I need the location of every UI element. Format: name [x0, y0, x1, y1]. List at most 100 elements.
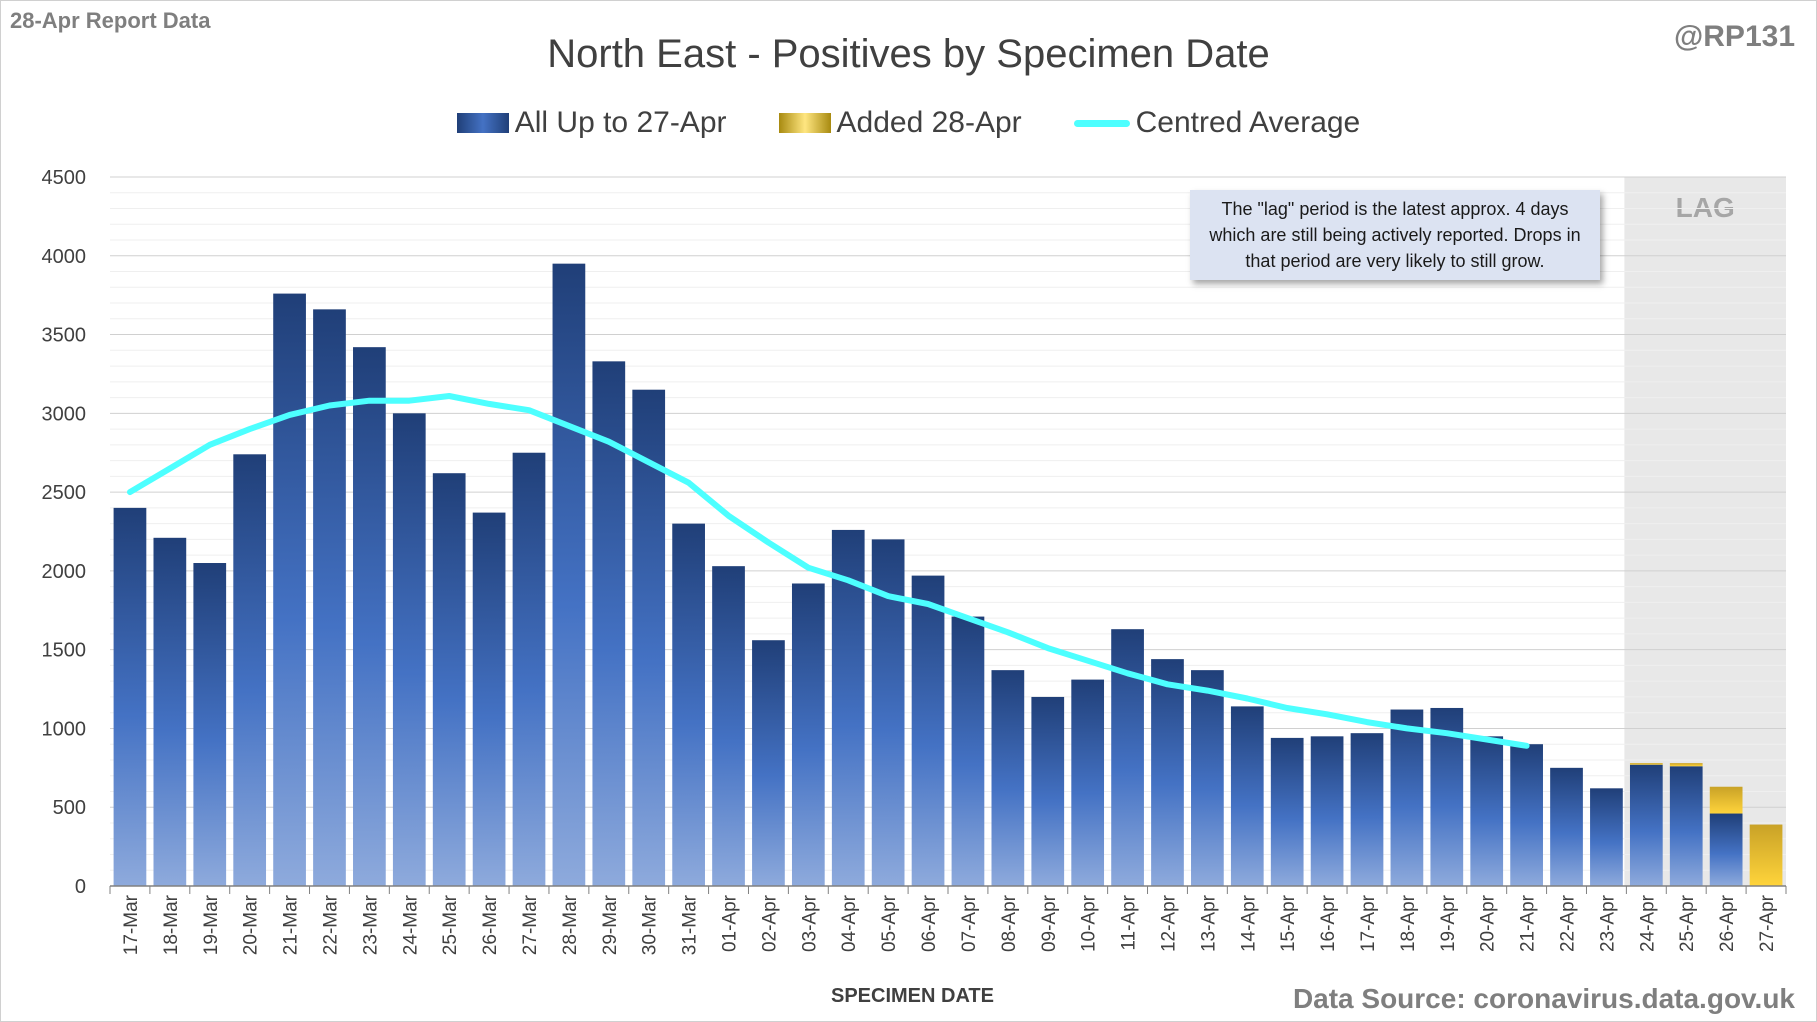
bar-all-up-to-27-apr	[791, 583, 825, 886]
x-tick-label: 20-Mar	[241, 894, 262, 955]
x-tick-label: 19-Apr	[1438, 894, 1459, 952]
x-tick-label: 25-Apr	[1677, 894, 1698, 952]
bar-all-up-to-27-apr	[831, 529, 865, 886]
bar-all-up-to-27-apr	[113, 507, 147, 886]
x-tick-label: 10-Apr	[1079, 894, 1100, 952]
bar-all-up-to-27-apr	[1590, 788, 1623, 886]
bar-all-up-to-27-apr	[1191, 670, 1224, 886]
x-tick-label: 16-Apr	[1318, 894, 1339, 952]
x-tick-label: 27-Mar	[520, 894, 541, 955]
x-tick-label: 24-Apr	[1637, 894, 1658, 952]
bar-all-up-to-27-apr	[752, 640, 785, 886]
bar-all-up-to-27-apr	[1709, 813, 1743, 886]
lag-label: LAG	[1676, 192, 1735, 223]
y-tick-label: 1000	[42, 718, 87, 740]
x-tick-label: 05-Apr	[879, 894, 900, 952]
x-tick-label: 29-Mar	[600, 894, 621, 955]
bar-all-up-to-27-apr	[1071, 679, 1105, 886]
x-tick-label: 26-Apr	[1717, 894, 1738, 952]
x-tick-label: 15-Apr	[1278, 894, 1299, 952]
bar-all-up-to-27-apr	[1151, 659, 1184, 886]
bar-all-up-to-27-apr	[512, 452, 546, 886]
bar-all-up-to-27-apr	[1230, 706, 1264, 886]
legend-swatch-average	[1073, 119, 1130, 127]
x-tick-label: 08-Apr	[999, 894, 1020, 952]
x-tick-label: 23-Mar	[360, 894, 381, 955]
bar-all-up-to-27-apr	[1031, 696, 1065, 886]
legend-item-base: All Up to 27-Apr	[456, 106, 727, 140]
x-tick-label: 26-Mar	[480, 894, 501, 955]
x-tick-label: 20-Apr	[1478, 894, 1499, 952]
x-tick-label: 11-Apr	[1119, 894, 1140, 950]
x-tick-label: 07-Apr	[959, 894, 980, 952]
x-tick-label: 22-Apr	[1558, 894, 1579, 952]
bar-all-up-to-27-apr	[1550, 767, 1583, 886]
x-tick-label: 21-Apr	[1518, 894, 1539, 952]
x-tick-label: 04-Apr	[839, 894, 860, 952]
x-tick-label: 28-Mar	[560, 894, 581, 955]
x-tick-label: 22-Mar	[320, 894, 341, 955]
legend-item-added: Added 28-Apr	[778, 106, 1022, 140]
x-tick-label: 09-Apr	[1039, 894, 1060, 952]
y-tick-label: 2000	[42, 561, 87, 583]
x-tick-label: 13-Apr	[1198, 894, 1219, 952]
x-tick-label: 21-Mar	[281, 894, 302, 955]
x-tick-label: 17-Apr	[1358, 894, 1379, 952]
bar-all-up-to-27-apr	[472, 512, 506, 886]
y-tick-label: 4500	[42, 167, 87, 189]
y-tick-label: 2500	[42, 482, 87, 504]
x-tick-label: 18-Apr	[1398, 894, 1419, 952]
x-tick-label: 06-Apr	[919, 894, 940, 952]
bar-added-28-apr	[1629, 763, 1663, 765]
x-tick-label: 19-Mar	[201, 894, 222, 955]
bar-all-up-to-27-apr	[632, 389, 666, 886]
y-tick-label: 3000	[42, 403, 87, 425]
legend-item-average: Centred Average	[1073, 106, 1361, 140]
x-tick-label: 12-Apr	[1158, 894, 1179, 952]
x-tick-label: 24-Mar	[400, 894, 421, 955]
bar-added-28-apr	[1709, 786, 1743, 814]
legend-label-average: Centred Average	[1135, 106, 1361, 139]
legend-swatch-base	[456, 113, 509, 133]
bar-all-up-to-27-apr	[672, 523, 705, 886]
bar-added-28-apr	[1749, 824, 1783, 886]
x-tick-label: 14-Apr	[1238, 894, 1259, 952]
bar-all-up-to-27-apr	[991, 670, 1025, 886]
bar-all-up-to-27-apr	[712, 566, 745, 886]
bar-all-up-to-27-apr	[313, 309, 346, 886]
bar-all-up-to-27-apr	[1470, 736, 1504, 886]
y-tick-label: 3500	[42, 325, 87, 347]
x-tick-label: 27-Apr	[1757, 894, 1778, 952]
x-tick-label: 30-Mar	[640, 894, 661, 955]
bar-added-28-apr	[1669, 763, 1703, 767]
x-axis-title: SPECIMEN DATE	[831, 985, 994, 1007]
legend-label-added: Added 28-Apr	[836, 106, 1022, 139]
bar-all-up-to-27-apr	[1510, 744, 1543, 886]
x-tick-label: 02-Apr	[759, 894, 780, 952]
bar-all-up-to-27-apr	[951, 616, 985, 886]
bar-all-up-to-27-apr	[1350, 733, 1384, 886]
bar-all-up-to-27-apr	[552, 263, 586, 887]
bar-all-up-to-27-apr	[432, 473, 466, 886]
legend-label-base: All Up to 27-Apr	[514, 106, 727, 139]
x-tick-label: 18-Mar	[161, 894, 182, 955]
chart-legend: All Up to 27-Apr Added 28-Apr Centred Av…	[0, 106, 1817, 140]
data-source-note: Data Source: coronavirus.data.gov.uk	[1292, 983, 1795, 1014]
bar-all-up-to-27-apr	[193, 563, 227, 886]
bar-all-up-to-27-apr	[1669, 766, 1703, 886]
x-tick-label: 31-Mar	[680, 894, 701, 955]
x-tick-label: 17-Mar	[121, 894, 142, 955]
bar-all-up-to-27-apr	[1629, 764, 1663, 886]
bar-all-up-to-27-apr	[1310, 736, 1344, 886]
report-date-label: 28-Apr Report Data	[10, 8, 211, 33]
bar-all-up-to-27-apr	[273, 293, 306, 886]
lag-annotation: The "lag" period is the latest approx. 4…	[1190, 190, 1600, 280]
x-tick-label: 03-Apr	[799, 894, 820, 952]
y-tick-label: 500	[53, 797, 86, 819]
bar-all-up-to-27-apr	[1270, 737, 1304, 886]
x-tick-label: 01-Apr	[720, 894, 741, 952]
bar-all-up-to-27-apr	[353, 347, 386, 886]
bar-all-up-to-27-apr	[1390, 709, 1424, 886]
bar-all-up-to-27-apr	[233, 454, 267, 886]
